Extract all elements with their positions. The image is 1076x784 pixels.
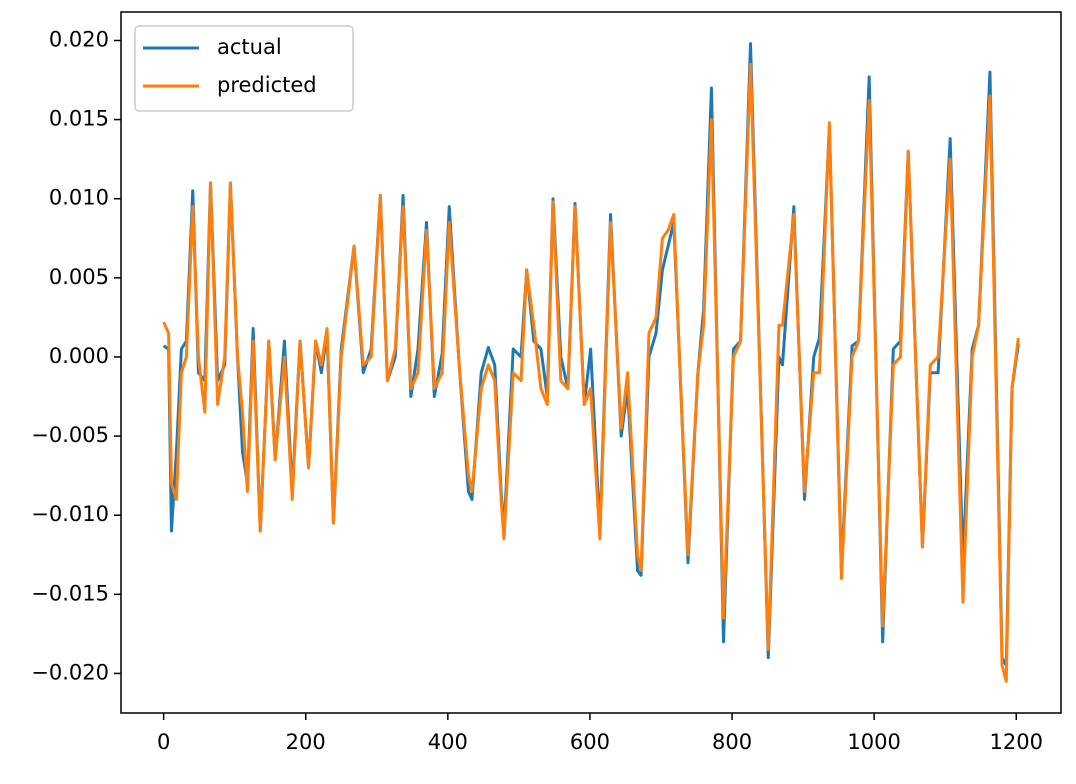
y-tick-label: 0.000 (49, 344, 109, 368)
x-tick-label: 0 (157, 730, 170, 754)
x-tick-label: 400 (428, 730, 468, 754)
x-tick-label: 200 (286, 730, 326, 754)
y-tick-label: −0.015 (31, 581, 109, 605)
x-tick-label: 1200 (990, 730, 1043, 754)
series-line (162, 42, 1020, 668)
legend-label: actual (217, 35, 282, 59)
legend-label: predicted (217, 73, 317, 97)
plot-frame (120, 11, 1062, 714)
y-tick-label: 0.020 (49, 27, 109, 51)
y-tick-label: −0.020 (31, 660, 109, 684)
x-tick-label: 800 (712, 730, 752, 754)
x-tick-label: 600 (570, 730, 610, 754)
y-tick-label: −0.005 (31, 423, 109, 447)
y-tick-label: 0.010 (49, 186, 109, 210)
y-tick-label: 0.005 (49, 265, 109, 289)
y-tick-label: 0.015 (49, 107, 109, 131)
y-tick-label: −0.010 (31, 502, 109, 526)
x-tick-label: 1000 (847, 730, 900, 754)
series-line (162, 62, 1020, 683)
